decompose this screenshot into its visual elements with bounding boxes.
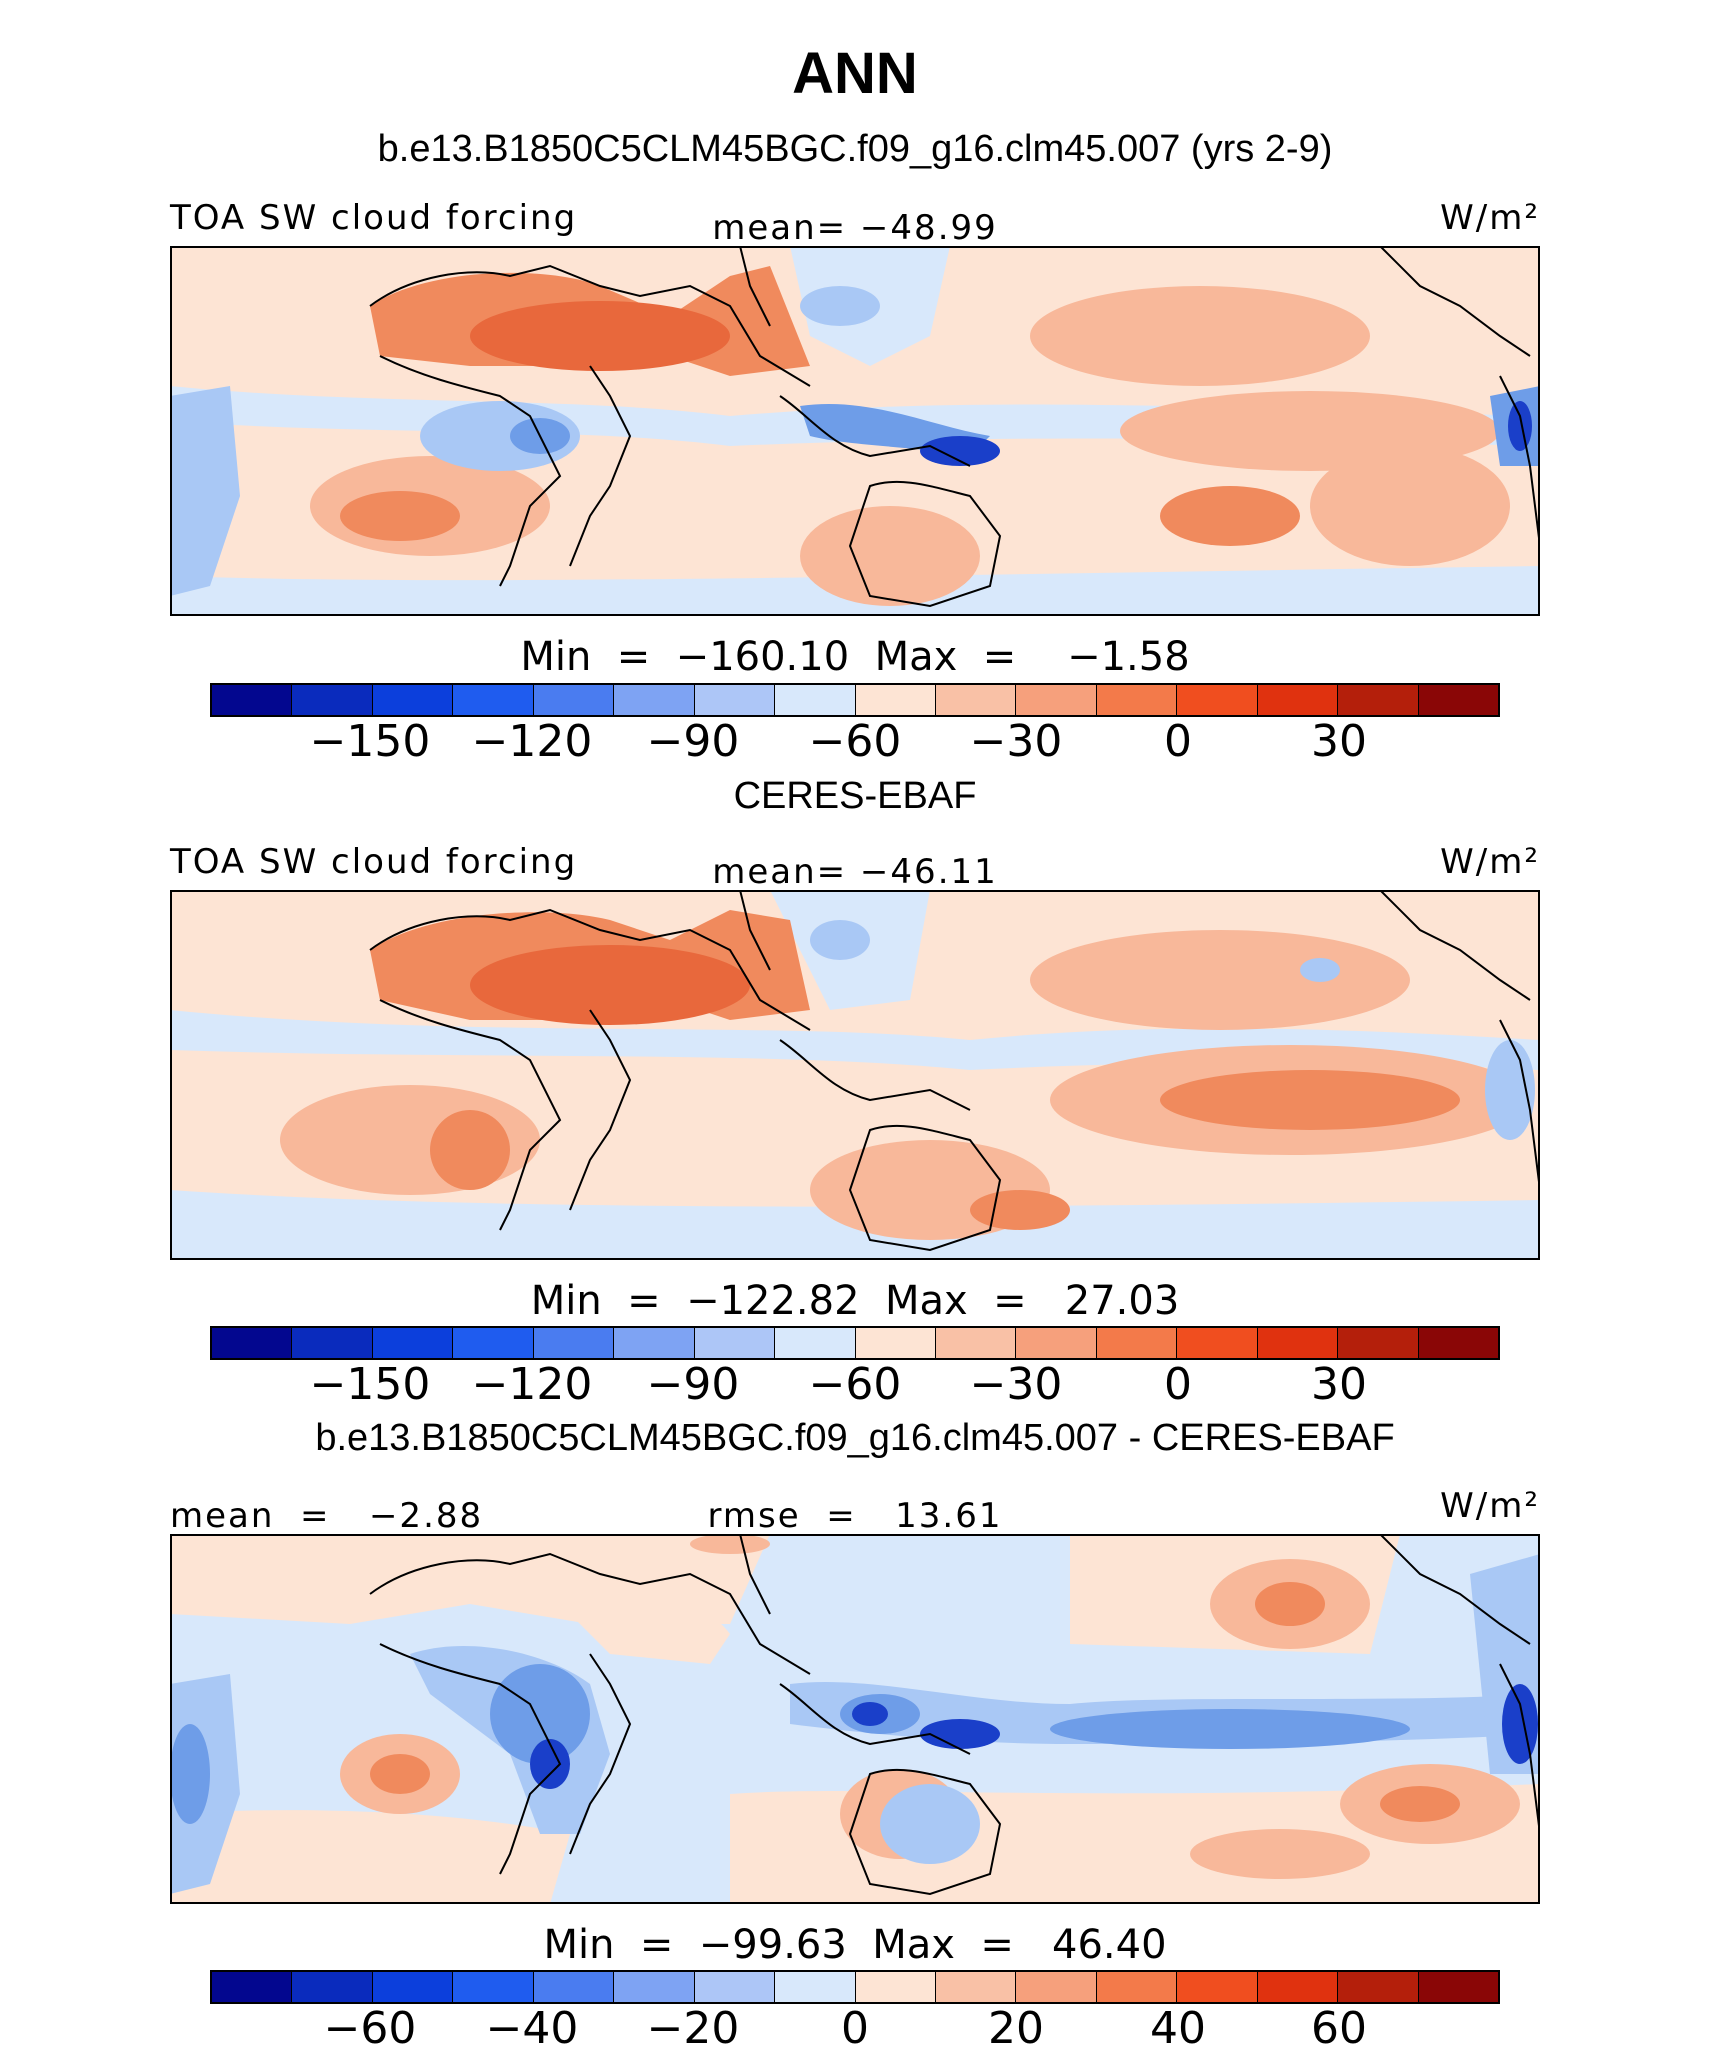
panel-2-center-label: mean= −46.11 [712,852,998,892]
panel-3-subtitle: b.e13.B1850C5CLM45BGC.f09_g16.clm45.007 … [315,1417,1395,1459]
colorbar-tick: 30 [1311,716,1367,767]
colorbar-cell [372,685,454,715]
colorbar-tick: −120 [471,716,593,767]
colorbar-cell [614,685,695,715]
colorbar-cell [1016,685,1097,715]
colorbar-cell [1418,1328,1498,1358]
panel-3-minmax: Min = −99.63 Max = 46.40 [543,1922,1167,1968]
colorbar-cell [1418,1972,1498,2002]
figure-title: ANN [792,41,918,106]
colorbar-tick: 30 [1311,1359,1367,1410]
colorbar-tick: 60 [1311,2003,1367,2054]
panel-2-subtitle: CERES-EBAF [733,775,977,817]
colorbar-cell [1177,1328,1258,1358]
colorbar-tick: −60 [808,716,902,767]
panel-3-center-label: rmse = 13.61 [707,1496,1003,1536]
colorbar-cell [614,1972,695,2002]
panel-3-map [170,1534,1540,1904]
colorbar-tick: −60 [808,1359,902,1410]
panel-1-subtitle: b.e13.B1850C5CLM45BGC.f09_g16.clm45.007 … [377,128,1333,170]
colorbar-cell [453,685,534,715]
panel-2-units: W/m² [1440,842,1540,882]
colorbar-cell [694,1328,776,1358]
panel-2-left-label: TOA SW cloud forcing [170,842,578,882]
panel-1-center-label: mean= −48.99 [712,208,998,248]
colorbar-tick: 0 [1164,1359,1192,1410]
panel-1-left-label: TOA SW cloud forcing [170,198,578,238]
colorbar-cell [694,1972,776,2002]
colorbar-cell [1096,1972,1178,2002]
colorbar-tick: −20 [646,2003,740,2054]
panel-1-colorbar [210,683,1500,717]
colorbar-cell [935,1972,1017,2002]
colorbar-cell [212,1972,293,2002]
colorbar-tick: −40 [485,2003,579,2054]
colorbar-cell [614,1328,695,1358]
colorbar-cell [1257,1328,1339,1358]
panel-3-units: W/m² [1440,1486,1540,1526]
colorbar-cell [855,1328,936,1358]
colorbar-tick: −120 [471,1359,593,1410]
colorbar-tick: −30 [969,1359,1063,1410]
colorbar-tick: 0 [841,2003,869,2054]
panel-2-colorbar-ticks: −150 −120 −90 −60 −30 0 30 [0,1359,1710,1419]
colorbar-cell [453,1328,534,1358]
colorbar-cell [292,685,373,715]
colorbar-cell [533,685,615,715]
colorbar-cell [1338,1972,1419,2002]
colorbar-tick: 0 [1164,716,1192,767]
panel-1-minmax: Min = −160.10 Max = −1.58 [520,634,1190,680]
colorbar-cell [292,1972,373,2002]
colorbar-tick: −60 [323,2003,417,2054]
colorbar-cell [292,1328,373,1358]
colorbar-cell [1338,1328,1419,1358]
colorbar-cell [453,1972,534,2002]
colorbar-tick: −150 [309,1359,431,1410]
colorbar-cell [533,1328,615,1358]
colorbar-cell [935,685,1017,715]
colorbar-tick: −90 [646,716,740,767]
panel-1-units: W/m² [1440,198,1540,238]
panel-2-colorbar [210,1326,1500,1360]
colorbar-cell [1096,685,1178,715]
colorbar-tick: 40 [1150,2003,1206,2054]
colorbar-cell [775,685,856,715]
colorbar-cell [775,1972,856,2002]
colorbar-cell [775,1328,856,1358]
panel-3-colorbar-ticks: −60 −40 −20 0 20 40 60 [0,2003,1710,2054]
panel-2-minmax: Min = −122.82 Max = 27.03 [530,1278,1180,1324]
colorbar-cell [212,685,293,715]
colorbar-tick: −90 [646,1359,740,1410]
colorbar-tick: −150 [309,716,431,767]
colorbar-cell [1177,685,1258,715]
colorbar-cell [694,685,776,715]
colorbar-cell [1016,1972,1097,2002]
colorbar-cell [1096,1328,1178,1358]
colorbar-cell [1257,685,1339,715]
panel-2-map [170,890,1540,1260]
colorbar-cell [372,1328,454,1358]
colorbar-cell [855,1972,936,2002]
colorbar-cell [212,1328,293,1358]
colorbar-cell [1338,685,1419,715]
panel-3-colorbar [210,1970,1500,2004]
panel-1-colorbar-ticks: −150 −120 −90 −60 −30 0 30 [0,716,1710,776]
colorbar-cell [533,1972,615,2002]
colorbar-tick: −30 [969,716,1063,767]
panel-1-map [170,246,1540,616]
panel-3-left-label: mean = −2.88 [170,1496,484,1536]
colorbar-tick: 20 [988,2003,1044,2054]
colorbar-cell [1257,1972,1339,2002]
colorbar-cell [1418,685,1498,715]
colorbar-cell [935,1328,1017,1358]
colorbar-cell [1177,1972,1258,2002]
colorbar-cell [855,685,936,715]
colorbar-cell [372,1972,454,2002]
colorbar-cell [1016,1328,1097,1358]
